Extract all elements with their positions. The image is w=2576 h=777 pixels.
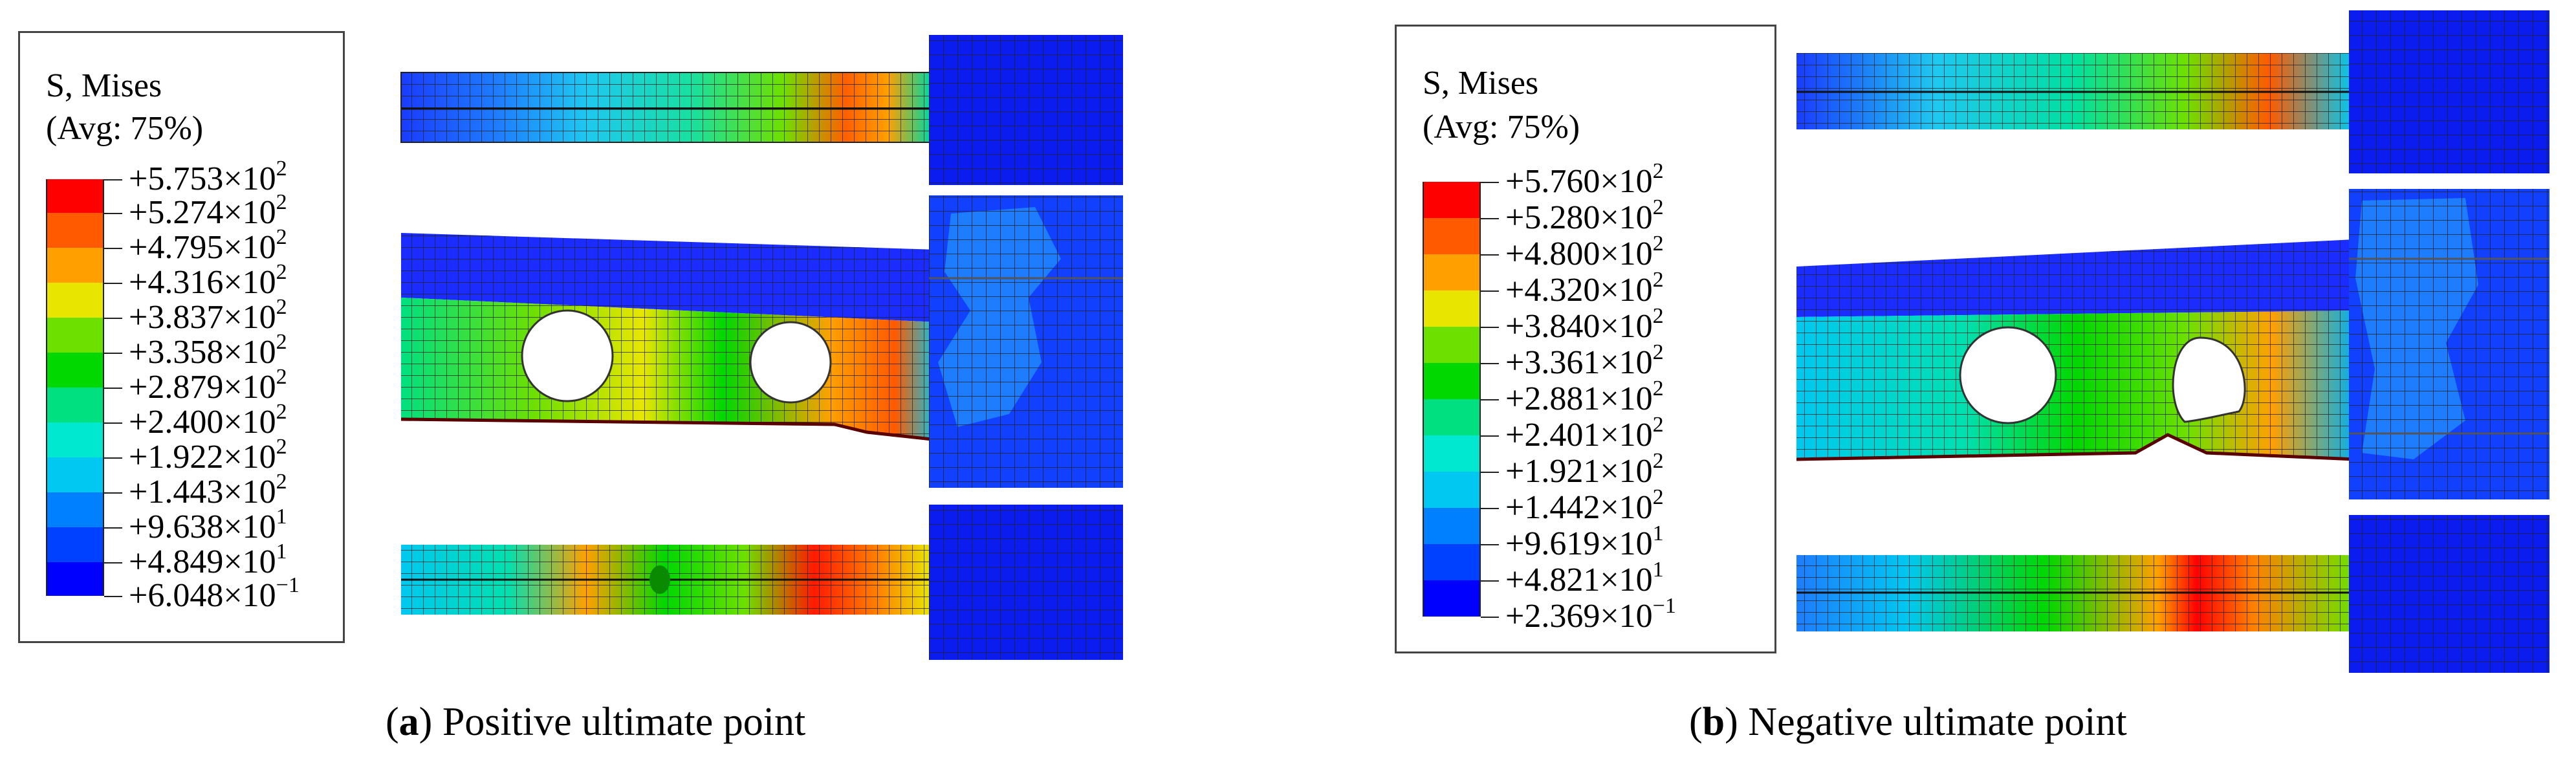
color-band xyxy=(46,179,104,213)
legend-tick-label: +5.280×102 xyxy=(1505,195,1664,236)
color-band xyxy=(1423,472,1481,508)
color-band xyxy=(1423,435,1481,472)
color-band xyxy=(1423,254,1481,290)
color-band xyxy=(46,422,104,457)
color-band xyxy=(1423,508,1481,544)
caption-a: (a) Positive ultimate point xyxy=(386,700,806,744)
color-band xyxy=(46,248,104,283)
top-flange xyxy=(1796,53,2353,129)
web-hole xyxy=(749,321,832,404)
legend-tick-label: +2.400×102 xyxy=(129,400,287,441)
legend-tick-label: +4.316×102 xyxy=(129,260,287,301)
legend-tick-label: +4.849×101 xyxy=(129,540,287,580)
color-band xyxy=(46,527,104,562)
legend-tick-label: +4.320×102 xyxy=(1505,268,1664,309)
column-block-bottom xyxy=(929,505,1123,660)
bottom-flange xyxy=(1796,555,2353,631)
legend-tick-label: +3.361×102 xyxy=(1505,340,1664,381)
color-band xyxy=(46,388,104,422)
fe-model-a xyxy=(400,35,1123,660)
color-band xyxy=(1423,580,1481,617)
fe-model-b xyxy=(1796,10,2549,673)
legend-tick-label: +1.922×102 xyxy=(129,435,287,476)
color-band xyxy=(1423,327,1481,363)
color-band xyxy=(46,283,104,318)
legend-tick-label: +5.274×102 xyxy=(129,190,287,231)
color-band xyxy=(1423,399,1481,435)
legend-tick-label: +4.800×102 xyxy=(1505,232,1664,272)
caption-b: (b) Negative ultimate point xyxy=(1689,700,2127,744)
panel-a: S, Mises (Avg: 75%) xyxy=(18,31,1123,744)
color-band xyxy=(46,353,104,388)
web-hole xyxy=(521,309,614,402)
legend-tick-label: +2.879×102 xyxy=(129,365,287,406)
column-block-top xyxy=(2349,10,2549,173)
color-band xyxy=(46,213,104,248)
column-block-top xyxy=(929,35,1123,185)
legend-tick-label: +4.821×101 xyxy=(1505,558,1664,598)
legend-tick-label: +5.753×102 xyxy=(129,157,287,197)
legend-tick-label: +1.921×102 xyxy=(1505,449,1664,490)
legend-tick-label: +2.369×10−1 xyxy=(1505,594,1676,635)
legend-tick-label: +1.443×102 xyxy=(129,470,287,510)
legend-tick-label: +3.837×102 xyxy=(129,295,287,336)
legend-title: S, Mises xyxy=(1423,65,1539,102)
legend-tick-label: +6.048×10−1 xyxy=(129,573,300,614)
bottom-flange xyxy=(401,545,930,615)
beam-web xyxy=(1796,239,2356,461)
panel-b: S, Mises (Avg: 75%) xyxy=(1288,0,2576,777)
color-band xyxy=(1423,363,1481,399)
legend-tick-label: +3.840×102 xyxy=(1505,304,1664,345)
color-band xyxy=(1423,544,1481,580)
legend-tick-label: +4.795×102 xyxy=(129,225,287,266)
legend-tick-label: +5.760×102 xyxy=(1505,159,1664,200)
legend-subtitle: (Avg: 75%) xyxy=(46,110,204,147)
top-flange xyxy=(400,72,931,143)
stress-legend: S, Mises (Avg: 75%) xyxy=(1395,25,1776,653)
color-band xyxy=(1423,182,1481,218)
legend-tick-label: +9.619×101 xyxy=(1505,521,1664,562)
color-band xyxy=(46,457,104,492)
color-band xyxy=(46,492,104,527)
beam-web xyxy=(400,233,939,442)
legend-tick-label: +2.881×102 xyxy=(1505,377,1664,417)
legend-title: S, Mises xyxy=(46,67,162,104)
column-block-middle xyxy=(929,195,1123,488)
stress-legend: S, Mises (Avg: 75%) xyxy=(18,31,345,643)
web-hole xyxy=(1959,326,2057,424)
legend-subtitle: (Avg: 75%) xyxy=(1423,109,1580,146)
column-block-middle xyxy=(2349,189,2549,499)
color-band xyxy=(1423,290,1481,327)
color-band xyxy=(1423,218,1481,254)
legend-tick-label: +2.401×102 xyxy=(1505,413,1664,454)
color-band xyxy=(46,318,104,353)
legend-tick-label: +9.638×101 xyxy=(129,505,287,545)
legend-tick-label: +1.442×102 xyxy=(1505,485,1664,526)
column-block-bottom xyxy=(2349,515,2549,673)
web-hole xyxy=(2172,336,2246,423)
legend-tick-label: +3.358×102 xyxy=(129,330,287,371)
color-band xyxy=(46,562,104,596)
